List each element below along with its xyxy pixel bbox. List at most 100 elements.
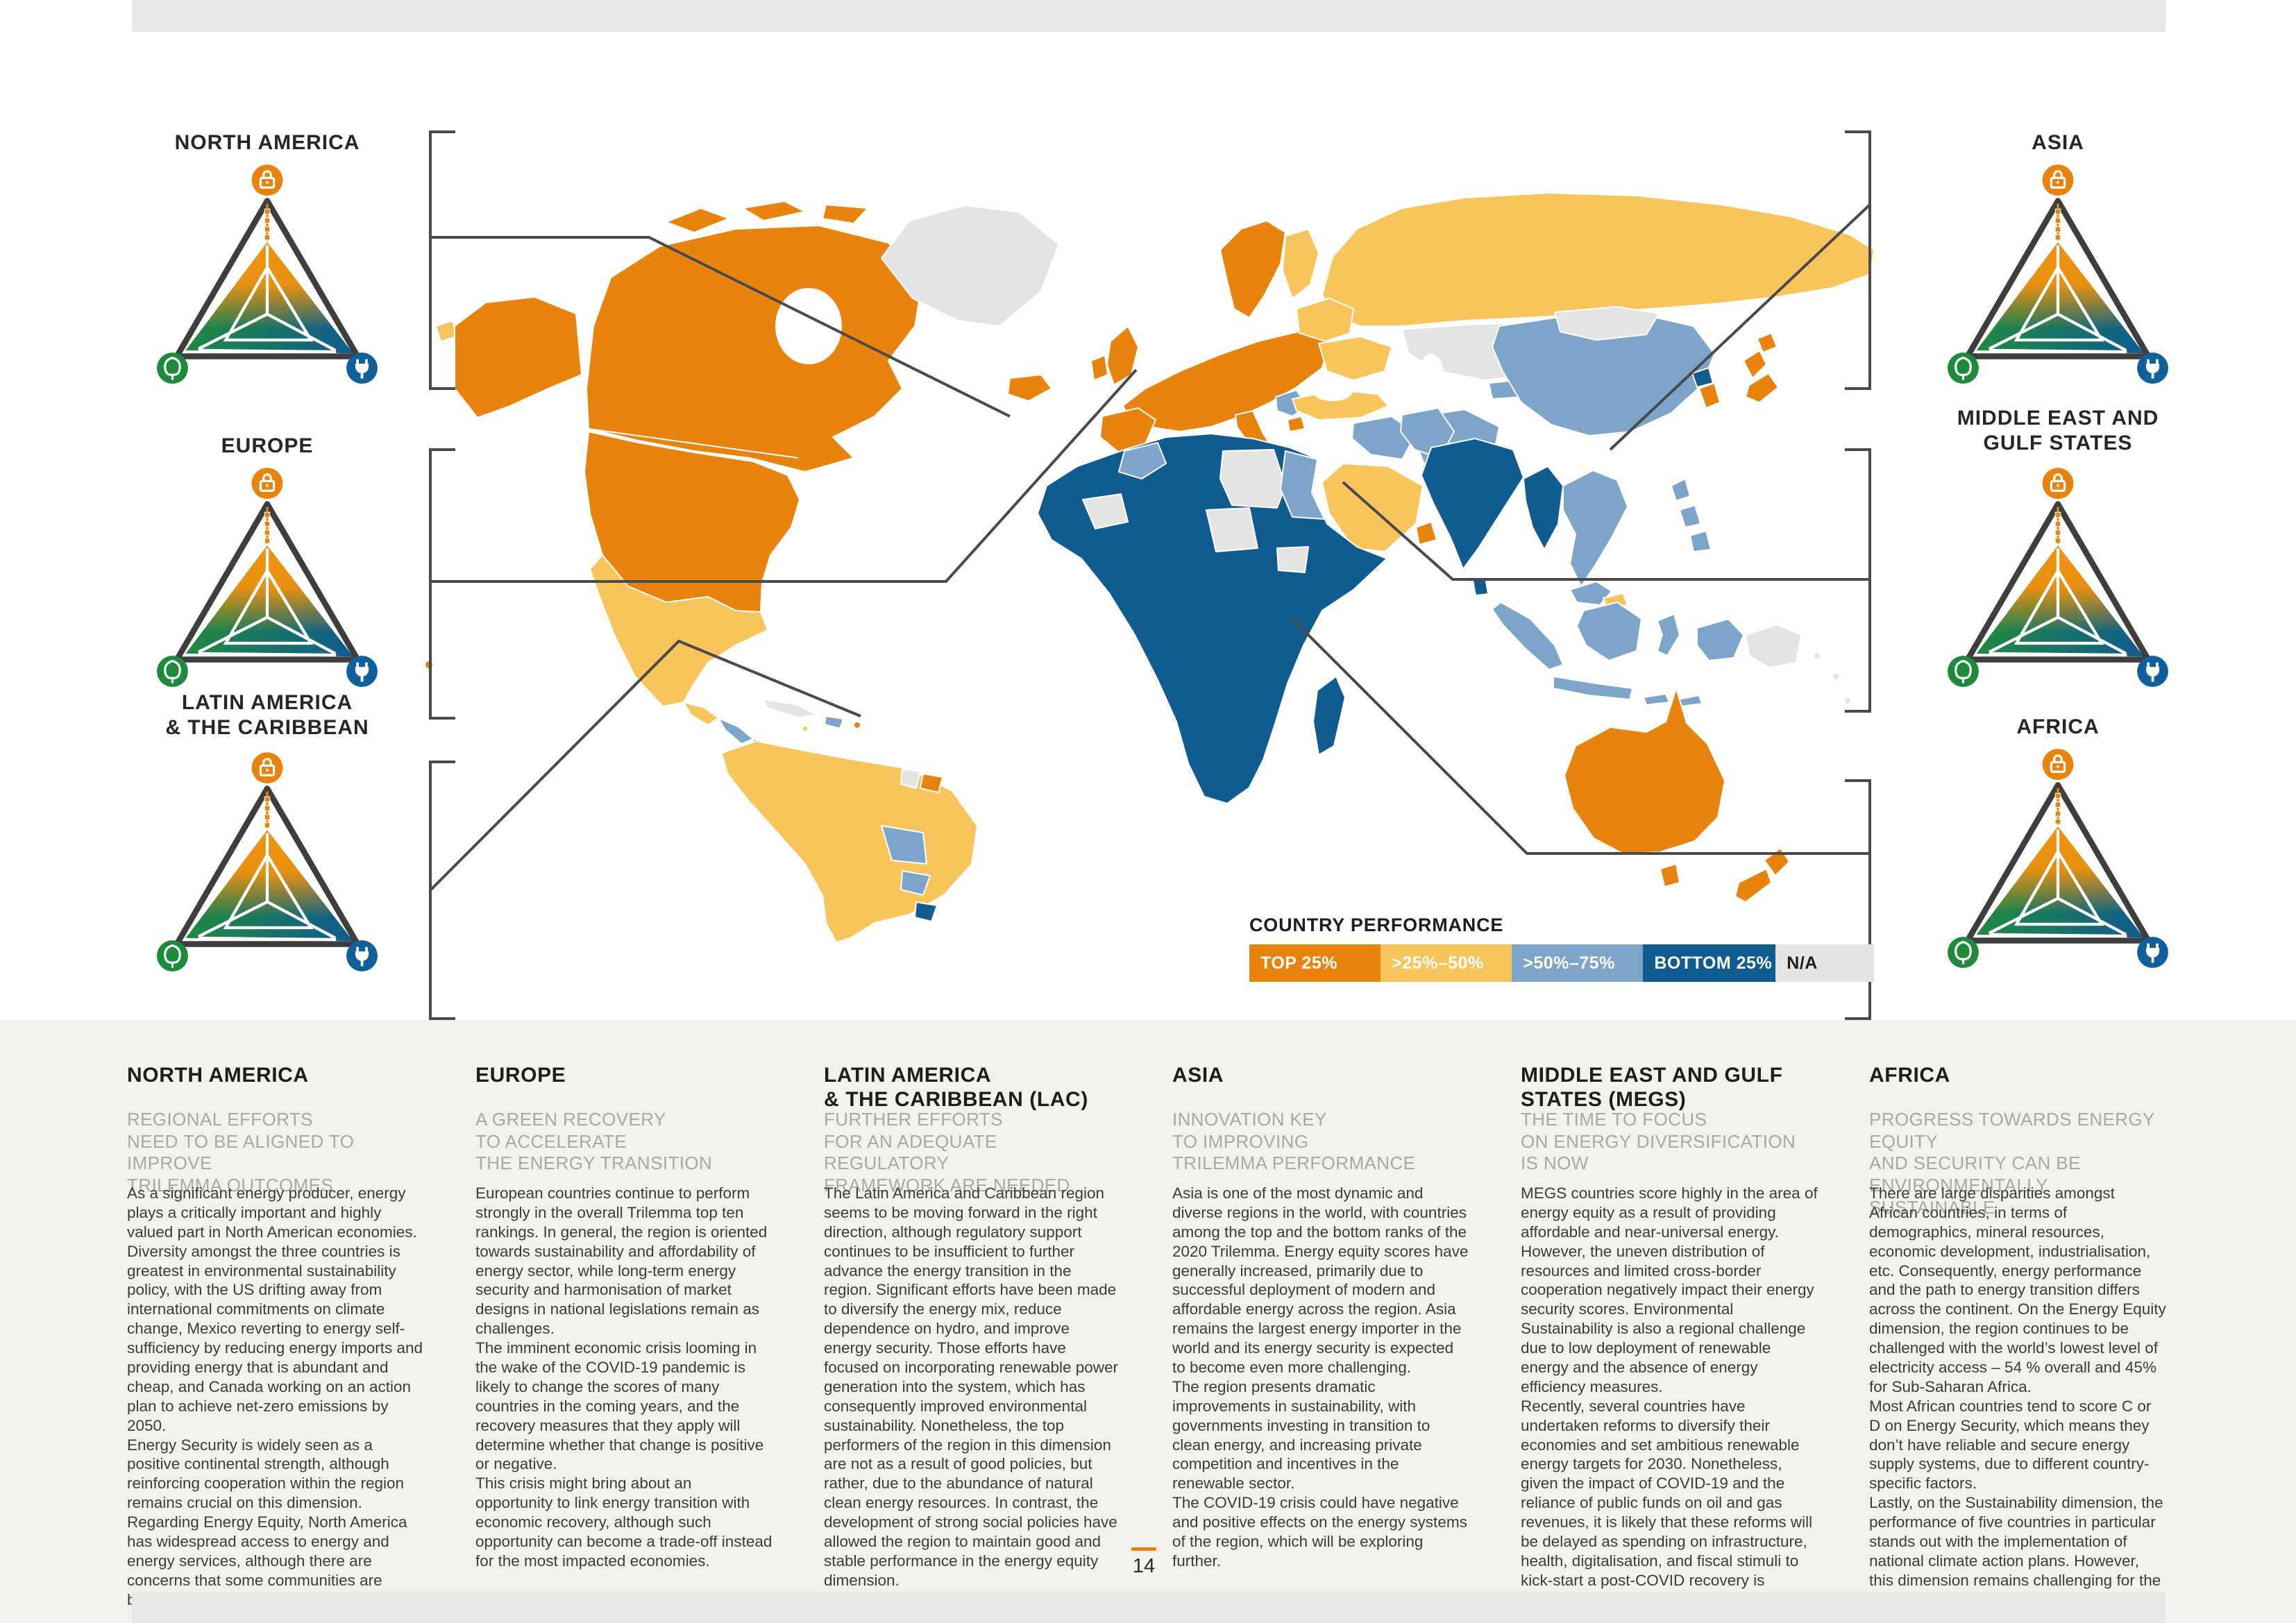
plug-icon [2145, 662, 2160, 682]
environmental-sustainability-badge [1948, 656, 1979, 687]
radar-spokes [1988, 548, 2127, 655]
tree-icon [164, 944, 181, 968]
map-black-sea [1313, 383, 1352, 401]
paragraph: The Latin America and Caribbean region s… [824, 1184, 1119, 1589]
map-japan [1756, 332, 1778, 354]
energy-security-badge [251, 468, 283, 499]
energy-equity-badge [346, 656, 378, 687]
paragraph: Asia is one of the most dynamic and dive… [1172, 1184, 1469, 1377]
map-greenland [880, 204, 1060, 328]
energy-security-badge [2042, 468, 2074, 499]
energy-equity-badge [2137, 656, 2168, 687]
energy-equity-badge [346, 352, 378, 384]
legend-item-bottom-25: BOTTOM 25% [1643, 944, 1776, 982]
radar-inner-triangle [2014, 568, 2104, 645]
radar-inner-triangle [223, 852, 314, 930]
column-heading: LATIN AMERICA & THE CARIBBEAN (LAC) [824, 1064, 1088, 1112]
trilemma-outline [174, 198, 361, 359]
column-heading: ASIA [1172, 1064, 1224, 1087]
map-papua-new-guinea [1744, 623, 1803, 669]
map-africa [1036, 432, 1388, 805]
tree-icon [164, 659, 181, 683]
energy-equity-badge [2137, 352, 2168, 384]
map-europe [1122, 330, 1331, 433]
callout-asia: ASIA [1940, 130, 2176, 388]
legend-title: COUNTRY PERFORMANCE [1249, 915, 1504, 935]
column-body: MEGS countries score highly in the area … [1521, 1184, 1818, 1610]
region-label-middle-east: MIDDLE EAST AND GULF STATES [1957, 407, 2159, 454]
bracket-latin-america [429, 760, 455, 1020]
lock-icon [259, 473, 276, 492]
country-score-dots [2054, 511, 2061, 544]
map-alaska [454, 296, 583, 419]
legend-item-na: N/A [1775, 944, 1874, 982]
country-score-dots [264, 208, 271, 241]
regional-summary-panel [0, 1020, 2296, 1623]
country-score-dots [2054, 792, 2061, 825]
paragraph: European countries continue to perform s… [475, 1184, 768, 1338]
radar-spokes [1988, 829, 2127, 936]
plug-icon [2145, 943, 2160, 963]
column-subheading: REGIONAL EFFORTS NEED TO BE ALIGNED TO I… [127, 1109, 355, 1196]
region-label-europe: EUROPE [221, 434, 314, 457]
region-label-latin-america: LATIN AMERICA & THE CARIBBEAN [165, 691, 369, 739]
trilemma-outline [1964, 198, 2152, 359]
page-number: 14 [1123, 1547, 1165, 1578]
callout-africa: AFRICA [1940, 715, 2176, 972]
trilemma-outline [174, 501, 361, 663]
bracket-africa [1845, 779, 1871, 1020]
radar-inner-triangle [223, 264, 314, 342]
legend: COUNTRY PERFORMANCE TOP 25% >25%–50% >50… [1249, 915, 1874, 982]
region-label-africa: AFRICA [2016, 715, 2100, 738]
column-subheading: A GREEN RECOVERY TO ACCELERATE THE ENERG… [475, 1109, 713, 1174]
page-number-rule [1131, 1547, 1156, 1551]
environmental-sustainability-badge [1948, 352, 1979, 384]
connector-europe [430, 368, 1138, 583]
paragraph: There are large disparities amongst Afri… [1869, 1184, 2166, 1395]
energy-equity-badge [2137, 937, 2168, 968]
paragraph: Most African countries tend to score C o… [1869, 1397, 2152, 1493]
environmental-sustainability-badge [157, 940, 188, 971]
plug-icon [355, 946, 369, 967]
legend-item-top-25: TOP 25% [1249, 944, 1381, 982]
map-australia [1563, 686, 1726, 855]
map-mexico [589, 554, 769, 708]
column-subheading: PROGRESS TOWARDS ENERGY EQUITY AND SECUR… [1869, 1109, 2155, 1218]
country-score-dots [2054, 208, 2061, 241]
bottom-rule-bar [132, 1592, 2166, 1623]
column-heading: MIDDLE EAST AND GULF STATES (MEGS) [1521, 1064, 1783, 1112]
plug-icon [2145, 359, 2160, 379]
column-body: As a significant energy producer, energy… [127, 1184, 424, 1610]
plug-icon [355, 359, 369, 379]
map-madagascar [1312, 675, 1347, 756]
connector-north-america [430, 236, 1011, 418]
country-score-dots [264, 511, 271, 544]
lock-icon [2050, 473, 2066, 492]
radar-inner-triangle [2014, 849, 2104, 926]
column-heading: AFRICA [1869, 1064, 1950, 1087]
tree-icon [1955, 356, 1972, 380]
bracket-north-america [429, 130, 455, 390]
trilemma-outline [174, 785, 361, 947]
trilemma-triangle-chart [157, 752, 378, 971]
trilemma-triangle-chart [1948, 468, 2168, 687]
environmental-sustainability-badge [157, 656, 188, 687]
map-canada [585, 224, 925, 473]
column-heading: NORTH AMERICA [127, 1064, 309, 1087]
radar-inner-triangle [223, 568, 314, 645]
top-rule-bar [132, 0, 2166, 32]
paragraph: Lastly, on the Sustainability dimension,… [1869, 1494, 2163, 1608]
radar-spokes [197, 245, 337, 352]
lock-icon [259, 170, 276, 189]
map-caspian-sea [1419, 354, 1444, 396]
column-heading: EUROPE [475, 1064, 566, 1087]
region-label-north-america: NORTH AMERICA [174, 131, 360, 154]
map-indonesia [1491, 601, 1564, 671]
column-body: The Latin America and Caribbean region s… [824, 1184, 1121, 1590]
radar-spokes [1988, 245, 2127, 352]
column-subheading: THE TIME TO FOCUS ON ENERGY DIVERSIFICAT… [1521, 1109, 1796, 1174]
connector-latin-america [429, 639, 861, 892]
radar-spokes [197, 833, 337, 940]
